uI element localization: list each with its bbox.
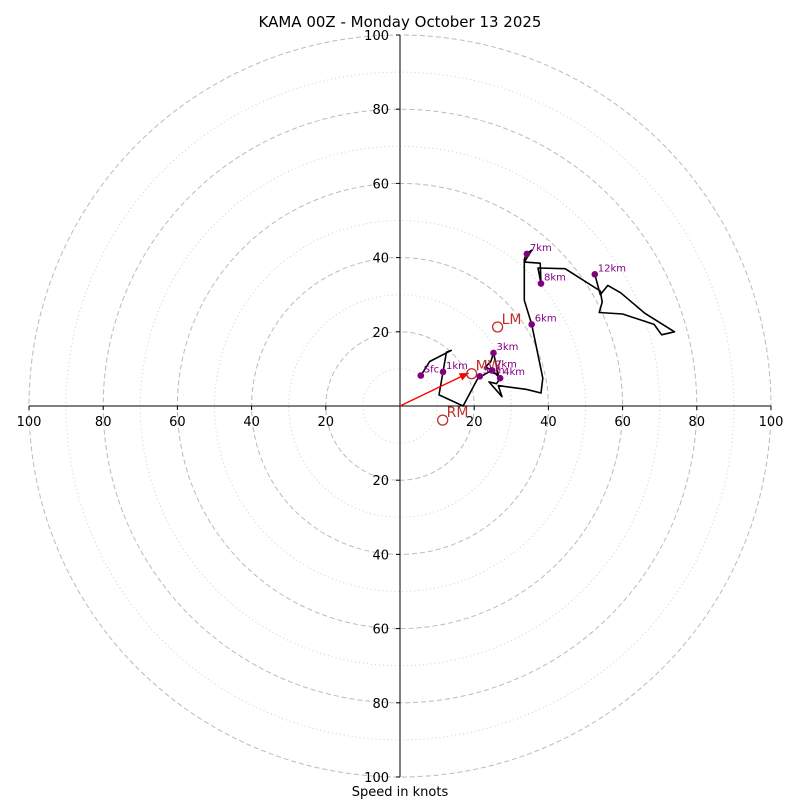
x-tick-label: 80 [95,415,112,430]
height-label-4km: 4km [503,367,525,378]
chart-title: KAMA 00Z - Monday October 13 2025 [259,13,542,31]
x-tick-label: 80 [689,415,706,430]
height-marker-sfc [417,372,425,379]
height-label-5km: 5km [483,365,505,376]
x-tick-label: 100 [759,415,784,430]
storm-motion-mw [465,368,478,380]
storm-motion-rm [437,414,449,426]
height-marker-2km [488,367,496,374]
height-label-8km: 8km [544,273,566,284]
y-tick-label: 40 [372,548,389,563]
y-tick-label: 100 [364,771,389,786]
y-tick-label: 20 [372,326,389,341]
height-marker-6km [528,321,536,328]
x-tick-label: 20 [466,415,483,430]
height-label-3km: 3km [496,342,518,353]
y-tick-label: 80 [372,697,389,712]
height-marker-4km [496,374,504,382]
y-tick-label: 60 [372,177,389,192]
x-tick-label: 20 [318,415,335,430]
height-label-2km: 2km [495,359,517,370]
tick-labels: 100 80 60 40 20 20 40 60 80 100 100 80 60 40 20 20 40 60 8… [17,29,784,786]
y-tick-label: 80 [372,103,389,118]
x-tick-label: 40 [540,415,557,430]
y-tick-label: 60 [372,623,389,638]
x-tick-label: 60 [614,415,631,430]
height-marker-12km [591,270,599,278]
height-marker-7km [523,250,531,258]
storm-motion-label-rm: RM [447,405,469,421]
height-marker-8km [537,280,545,287]
height-marker-1km [439,368,447,376]
storm-motion-label-lm: LM [502,312,522,328]
x-axis-label: Speed in knots [352,785,449,800]
x-tick-label: 100 [17,415,42,430]
height-label-7km: 7km [530,243,552,254]
height-label-12km: 12km [598,263,626,274]
x-tick-label: 60 [169,415,186,430]
height-marker-3km [490,349,497,357]
y-tick-label: 20 [372,474,389,489]
height-label-6km: 6km [535,313,557,324]
y-tick-label: 100 [364,29,389,44]
mean-wind-vector [399,372,469,407]
height-label-sfc: Sfc [424,365,439,376]
storm-motion-lm [491,321,504,333]
x-tick-label: 40 [243,415,260,430]
y-tick-label: 40 [372,252,389,267]
height-marker-5km [476,373,484,380]
height-label-1km: 1km [446,361,468,372]
